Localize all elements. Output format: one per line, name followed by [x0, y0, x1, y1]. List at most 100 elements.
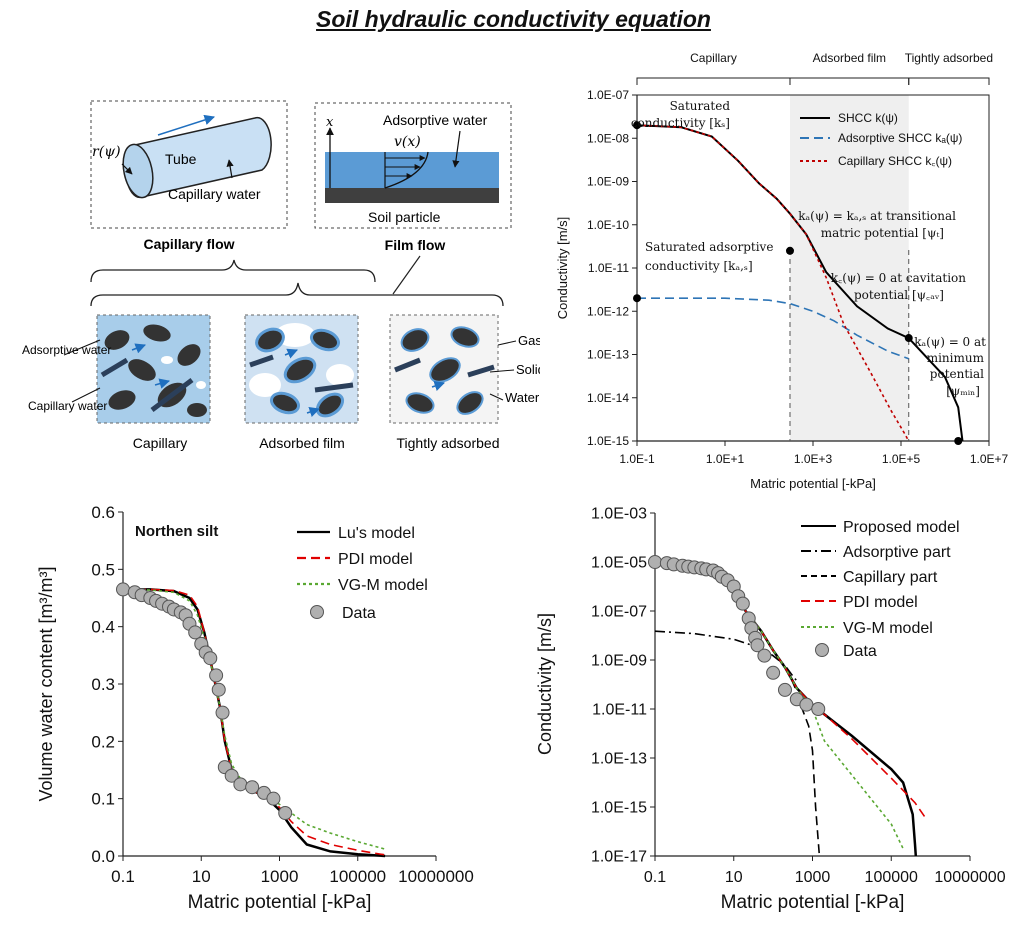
- data-point: [203, 651, 218, 666]
- y-tick-label: 0.2: [91, 732, 115, 751]
- x-tick-label: 100000: [865, 869, 918, 886]
- data-point: [233, 777, 248, 792]
- region-bracket: [789, 77, 910, 85]
- x-tick-label: 10000000: [398, 867, 474, 886]
- series-line-4: [654, 561, 904, 849]
- x-tick-label: 10: [192, 867, 211, 886]
- annotation-text: kₐ(ψ) = 0 at: [914, 335, 986, 349]
- schematic-panel: r(ψ) Tube Capillary water x v(x) Adsorpt…: [22, 100, 540, 451]
- data-point: [209, 668, 224, 683]
- key-point-marker: [633, 294, 641, 303]
- data-point: [245, 780, 260, 795]
- x-tick-label: 1.0E+1: [706, 452, 745, 466]
- pore-caption-adsorbed-film: Adsorbed film: [259, 435, 345, 451]
- annotation-text: matric potential [ψₜ]: [821, 226, 944, 240]
- chart-water-retention: 0.1 10 1000 100000 100000000.00.10.20.30.40.…: [36, 503, 474, 913]
- legend-label: VG-M model: [338, 577, 428, 594]
- y-tick-label: 1.0E-13: [587, 348, 629, 362]
- y-tick-label: 1.0E-03: [591, 506, 647, 523]
- annotation-text: [ψₘᵢₙ]: [946, 384, 980, 398]
- chart-title: Northen silt: [135, 523, 218, 540]
- y-tick-label: 1.0E-09: [591, 653, 647, 670]
- data-point: [750, 638, 765, 653]
- x-tick-label: 10: [725, 869, 743, 886]
- data-point: [224, 768, 239, 783]
- y-tick-label: 0.3: [91, 675, 115, 694]
- chart-shcc-concept: 1.0E-1 1.0E+1 1.0E+3 1.0E+5 1.0E+7 1.0E-07 1.0…: [555, 51, 1009, 491]
- adsorptive-water-label: Adsorptive water: [383, 112, 488, 128]
- y-tick-label: 1.0E-13: [591, 751, 647, 768]
- capillary-brace: [90, 259, 376, 283]
- annotation-text: minimum: [927, 351, 985, 365]
- data-point: [799, 697, 814, 712]
- annotation-text: potential [ψ꜀ₐᵥ]: [854, 288, 944, 302]
- tube-label: Tube: [165, 151, 197, 167]
- pore-caption-capillary: Capillary: [133, 435, 187, 451]
- key-point-marker: [785, 246, 794, 255]
- x-tick-label: 10000000: [934, 869, 1005, 886]
- y-tick-label: 1.0E-15: [587, 434, 629, 448]
- page-title: Soil hydraulic conductivity equation: [316, 6, 711, 32]
- series-line-1: [637, 297, 909, 360]
- legend-label: SHCC k(ψ): [838, 111, 898, 125]
- left-label-capillary-water: Capillary water: [28, 399, 107, 413]
- x-tick-label: 100000: [329, 867, 386, 886]
- capillary-flow-heading: Capillary flow: [143, 236, 234, 252]
- region-bracket: [636, 77, 791, 85]
- y-tick-label: 1.0E-07: [587, 88, 629, 102]
- film-brace: [90, 282, 504, 307]
- x-tick-label: 1.0E-1: [619, 452, 655, 466]
- y-tick-label: 1.0E-14: [587, 391, 629, 405]
- film-x-label: x: [326, 115, 334, 130]
- soil-particle-label: Soil particle: [368, 209, 441, 225]
- data-point: [648, 555, 662, 569]
- y-tick-label: 0.6: [91, 503, 115, 522]
- annotation-text: potential: [930, 367, 984, 381]
- y-tick-label: 1.0E-11: [588, 261, 629, 275]
- capillary-water-label: Capillary water: [168, 186, 261, 202]
- data-point: [757, 648, 772, 663]
- x-tick-label: 1000: [795, 869, 831, 886]
- pore-caption-tightly-adsorbed: Tightly adsorbed: [397, 435, 500, 451]
- region-label: Adsorbed film: [813, 51, 886, 65]
- key-point-marker: [954, 437, 963, 445]
- y-tick-label: 1.0E-09: [587, 175, 629, 189]
- y-axis-title: Conductivity [m/s]: [555, 217, 570, 320]
- legend-swatch: [815, 643, 829, 657]
- annotation-text: Saturated: [670, 99, 731, 113]
- y-tick-label: 1.0E-08: [587, 131, 629, 145]
- right-label-solid: Solid: [516, 362, 540, 377]
- legend-swatch: [310, 605, 324, 619]
- right-label-water-flow: Water flow: [505, 390, 540, 405]
- x-tick-label: 0.1: [644, 869, 666, 886]
- legend-label: Lu's model: [338, 525, 415, 542]
- film-flow-heading: Film flow: [385, 237, 446, 253]
- key-point-marker: [904, 334, 913, 343]
- y-tick-label: 0.1: [91, 790, 115, 809]
- x-tick-label: 0.1: [111, 867, 135, 886]
- legend-label: Data: [342, 605, 376, 622]
- data-point: [215, 705, 230, 720]
- x-tick-label: 1.0E+3: [794, 452, 833, 466]
- annotation-text: k꜀(ψ) = 0 at cavitation: [831, 271, 966, 285]
- y-tick-label: 1.0E-07: [591, 604, 647, 621]
- x-tick-label: 1.0E+7: [970, 452, 1009, 466]
- tube-diagram-box: [90, 100, 288, 229]
- region-label: Tightly adsorbed: [905, 51, 993, 65]
- key-point-marker: [633, 121, 641, 130]
- legend-label: Proposed model: [843, 519, 960, 536]
- film-illustration: [325, 127, 499, 203]
- data-point: [766, 665, 781, 680]
- tube-illustration: [121, 114, 272, 199]
- x-tick-label: 1.0E+5: [882, 452, 921, 466]
- legend-label: Adsorptive part: [843, 544, 951, 561]
- y-tick-label: 0.5: [91, 560, 115, 579]
- data-point: [811, 702, 826, 716]
- annotation-text: conductivity [kₛ]: [631, 116, 730, 130]
- data-point: [777, 682, 792, 697]
- series-line-2: [122, 588, 386, 850]
- y-tick-label: 1.0E-15: [591, 800, 647, 817]
- tube-radius-label: r(ψ): [92, 144, 121, 160]
- legend-label: Capillary part: [843, 569, 938, 586]
- film-velocity-label: v(x): [394, 134, 421, 150]
